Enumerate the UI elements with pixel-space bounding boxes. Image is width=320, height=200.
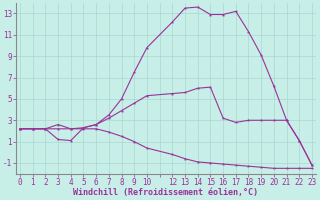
X-axis label: Windchill (Refroidissement éolien,°C): Windchill (Refroidissement éolien,°C) — [74, 188, 259, 197]
